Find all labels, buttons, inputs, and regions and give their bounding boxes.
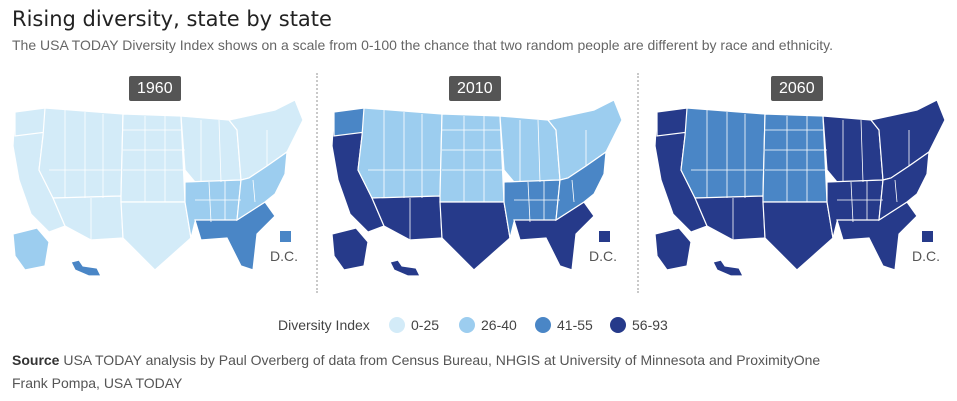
map-region-mountain	[357, 107, 443, 199]
source-note: Source USA TODAY analysis by Paul Overbe…	[12, 352, 820, 368]
state-border-lines	[368, 110, 587, 240]
state-border-lines	[49, 110, 268, 240]
map-region-hawaii	[389, 259, 421, 277]
map-region-plains	[439, 113, 505, 203]
dc-marker-1960	[280, 231, 291, 242]
panel-divider-2	[637, 73, 639, 293]
map-panel-1960: 1960 D.C.	[5, 70, 315, 295]
legend-label: 26-40	[481, 317, 517, 333]
chart-subtitle: The USA TODAY Diversity Index shows on a…	[12, 37, 833, 53]
map-region-midwest	[499, 115, 561, 183]
map-region-texas	[762, 201, 834, 271]
map-region-hawaii	[712, 259, 744, 277]
map-region-mountain	[38, 107, 124, 199]
map-region-texas	[120, 201, 192, 271]
dc-marker-2060	[922, 231, 933, 242]
legend-swatch	[389, 317, 405, 333]
year-badge-2060: 2060	[771, 76, 823, 101]
map-panel-2060: 2060 D.C.	[647, 70, 957, 295]
chart-title: Rising diversity, state by state	[12, 7, 332, 31]
credit-line: Frank Pompa, USA TODAY	[12, 375, 183, 391]
year-badge-1960: 1960	[129, 76, 181, 101]
map-region-hawaii	[70, 259, 102, 277]
map-panel-2010: 2010 D.C.	[324, 70, 634, 295]
map-region-mountain	[680, 107, 766, 199]
legend: Diversity Index 0-25 26-40 41-55 56-93	[0, 316, 957, 336]
us-map-1960	[12, 99, 304, 277]
map-region-midatl	[878, 150, 930, 222]
map-region-midatl	[555, 150, 607, 222]
source-label: Source	[12, 352, 60, 368]
map-region-midatl	[236, 150, 288, 222]
map-region-alaska	[12, 227, 50, 271]
dc-marker-2010	[599, 231, 610, 242]
map-region-midwest	[180, 115, 242, 183]
legend-swatch	[610, 317, 626, 333]
map-region-midwest	[822, 115, 884, 183]
us-map-2010	[331, 99, 623, 277]
legend-title: Diversity Index	[278, 317, 370, 333]
year-badge-2010: 2010	[449, 76, 501, 101]
legend-label: 41-55	[557, 317, 593, 333]
map-region-alaska	[654, 227, 692, 271]
map-region-southwest	[52, 195, 124, 241]
dc-label-2010: D.C.	[589, 248, 617, 264]
panel-divider-1	[316, 73, 318, 293]
dc-label-2060: D.C.	[912, 248, 940, 264]
dc-label-1960: D.C.	[270, 248, 298, 264]
legend-label: 56-93	[632, 317, 668, 333]
legend-swatch	[459, 317, 475, 333]
map-region-plains	[120, 113, 186, 203]
map-region-southwest	[371, 195, 443, 241]
legend-swatch	[535, 317, 551, 333]
us-map-2060	[654, 99, 946, 277]
source-text: USA TODAY analysis by Paul Overberg of d…	[59, 352, 821, 368]
map-region-southwest	[694, 195, 766, 241]
map-region-texas	[439, 201, 511, 271]
map-region-alaska	[331, 227, 369, 271]
state-border-lines	[691, 110, 910, 240]
map-region-plains	[762, 113, 828, 203]
legend-label: 0-25	[411, 317, 440, 333]
